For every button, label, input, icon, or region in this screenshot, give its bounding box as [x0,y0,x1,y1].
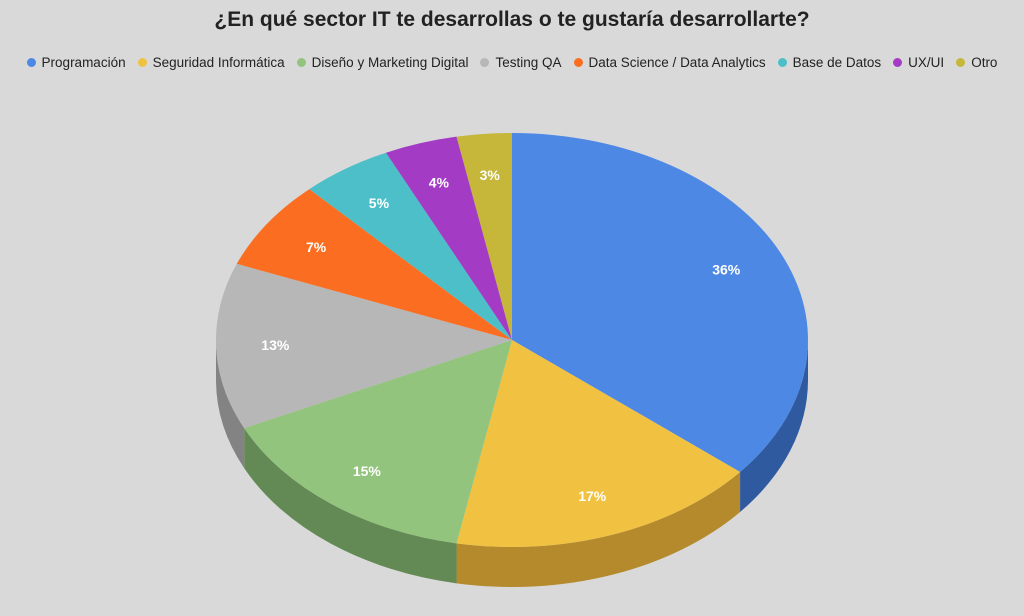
slice-base-de-datos [309,152,512,340]
data-label-otro: 3% [480,167,501,183]
slice-seguridad-informatica [456,340,741,547]
data-label-data-science-data-analytics: 7% [306,239,327,255]
slice-side-diseno-y-marketing-digital [244,428,457,584]
pie-top [215,133,808,547]
slice-side-seguridad-informatica [456,471,741,587]
legend-marker [893,58,903,67]
legend-label: Otro [971,55,998,70]
data-label-programacion: 36% [712,261,741,277]
legend-label: Programación [41,55,126,70]
pie-side-walls [216,340,809,587]
legend-item-programacion: Programación [26,55,126,70]
legend-item-diseno-y-marketing-digital: Diseño y Marketing Digital [296,55,469,70]
legend-label: Seguridad Informática [152,55,285,70]
legend-marker [956,58,966,67]
legend-item-data-science-data-analytics: Data Science / Data Analytics [573,55,766,70]
slice-diseno-y-marketing-digital [244,340,512,544]
legend-item-testing-qa: Testing QA [480,55,562,70]
legend-item-ux-ui: UX/UI [893,55,944,70]
legend-item-base-de-datos: Base de Datos [777,55,882,70]
legend-marker [26,58,36,67]
legend-marker [480,58,490,67]
legend-label: Data Science / Data Analytics [588,55,766,70]
legend-marker [573,58,583,67]
data-label-base-de-datos: 5% [369,195,390,211]
legend-label: UX/UI [908,55,945,70]
slice-otro [456,133,512,340]
legend-marker [777,58,787,67]
legend-marker [296,58,306,67]
slice-data-science-data-analytics [236,189,512,340]
legend-item-seguridad-informatica: Seguridad Informática [137,55,285,70]
legend-item-otro: Otro [956,55,997,70]
slice-programacion [512,133,808,472]
data-label-diseno-y-marketing-digital: 15% [353,463,382,479]
slice-ux-ui [385,136,512,340]
data-label-ux-ui: 4% [429,175,450,191]
data-label-seguridad-informatica: 17% [578,488,607,504]
legend-label: Base de Datos [792,55,882,70]
legend-marker [137,58,147,67]
legend: Programación Seguridad Informática Diseño … [0,55,1024,70]
slice-labels: 36% 17% 15% 13% 7% 5% 4% 3% [261,167,741,504]
slice-side-programacion [740,340,809,512]
slice-side-testing-qa [216,340,245,469]
data-label-testing-qa: 13% [261,337,290,353]
legend-label: Diseño y Marketing Digital [311,55,469,70]
slice-testing-qa [215,263,512,429]
chart-title: ¿En qué sector IT te desarrollas o te gu… [214,8,810,31]
legend-label: Testing QA [495,55,562,70]
